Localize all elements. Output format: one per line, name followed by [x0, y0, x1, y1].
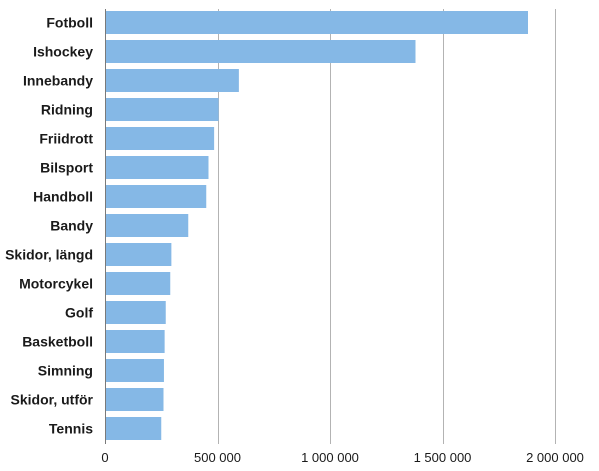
bar — [106, 272, 171, 295]
bar — [106, 127, 215, 150]
category-label: Skidor, längd — [5, 247, 93, 263]
category-label: Golf — [65, 305, 93, 321]
category-label: Ishockey — [33, 44, 93, 60]
category-label: Skidor, utför — [11, 392, 94, 408]
bar — [106, 214, 189, 237]
bar — [106, 301, 166, 324]
x-tick-label: 0 — [101, 450, 108, 465]
x-tick-labels: 0 500 000 1 000 000 1 500 000 2 000 000 — [101, 450, 584, 465]
bar — [106, 185, 207, 208]
category-label: Bandy — [50, 218, 93, 234]
category-label: Basketboll — [22, 334, 93, 350]
bar — [106, 359, 164, 382]
bar — [106, 69, 239, 92]
category-label: Simning — [38, 363, 93, 379]
bar — [106, 417, 162, 440]
category-label: Friidrott — [39, 131, 93, 147]
x-tick-label: 1 500 000 — [414, 450, 472, 465]
bar — [106, 243, 172, 266]
bar — [106, 156, 209, 179]
bar — [106, 40, 416, 63]
category-labels: Fotboll Ishockey Innebandy Ridning Friidrott… — [5, 15, 93, 437]
bars — [106, 11, 528, 440]
category-label: Handboll — [33, 189, 93, 205]
bar — [106, 98, 219, 121]
category-label: Innebandy — [23, 73, 93, 89]
bar — [106, 388, 164, 411]
category-label: Fotboll — [46, 15, 93, 31]
x-tick-label: 2 000 000 — [526, 450, 584, 465]
category-label: Bilsport — [40, 160, 93, 176]
category-label: Motorcykel — [19, 276, 93, 292]
x-tick-label: 1 000 000 — [301, 450, 359, 465]
bar — [106, 11, 528, 34]
category-label: Ridning — [41, 102, 93, 118]
x-tick-label: 500 000 — [194, 450, 241, 465]
bar — [106, 330, 165, 353]
category-label: Tennis — [49, 421, 93, 437]
